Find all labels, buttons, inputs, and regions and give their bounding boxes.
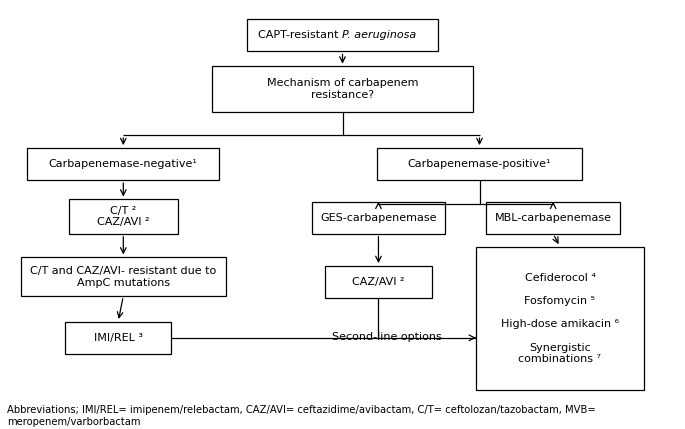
Text: Abbreviations; IMI/REL= imipenem/relebactam, CAZ/AVI= ceftazidime/avibactam, C/T: Abbreviations; IMI/REL= imipenem/relebac… — [7, 405, 595, 427]
Text: Second-line options: Second-line options — [332, 332, 442, 342]
Text: CAZ/AVI ²: CAZ/AVI ² — [352, 277, 405, 287]
Text: C/T and CAZ/AVI- resistant due to
AmpC mutations: C/T and CAZ/AVI- resistant due to AmpC m… — [30, 266, 216, 287]
Text: GES-carbapenemase: GES-carbapenemase — [320, 213, 437, 223]
Text: CAPT-resistant: CAPT-resistant — [258, 30, 342, 40]
FancyBboxPatch shape — [325, 266, 432, 298]
FancyBboxPatch shape — [247, 19, 438, 51]
Text: Carbapenemase-positive¹: Carbapenemase-positive¹ — [408, 159, 551, 169]
FancyBboxPatch shape — [312, 202, 445, 234]
Text: MBL-carbapenemase: MBL-carbapenemase — [495, 213, 612, 223]
Text: Mechanism of carbapenem
resistance?: Mechanism of carbapenem resistance? — [266, 78, 419, 100]
Text: C/T ²
CAZ/AVI ²: C/T ² CAZ/AVI ² — [97, 206, 149, 227]
FancyBboxPatch shape — [212, 66, 473, 112]
Text: P. aeruginosa: P. aeruginosa — [342, 30, 416, 40]
FancyBboxPatch shape — [476, 247, 644, 390]
FancyBboxPatch shape — [377, 148, 582, 180]
Text: Cefiderocol ⁴

Fosfomycin ⁵

High-dose amikacin ⁶

Synergistic
combinations ⁷: Cefiderocol ⁴ Fosfomycin ⁵ High-dose ami… — [501, 273, 619, 364]
FancyBboxPatch shape — [486, 202, 620, 234]
FancyBboxPatch shape — [68, 199, 178, 234]
FancyBboxPatch shape — [21, 257, 226, 296]
Text: IMI/REL ³: IMI/REL ³ — [94, 333, 142, 343]
FancyBboxPatch shape — [65, 322, 171, 354]
FancyBboxPatch shape — [27, 148, 219, 180]
Text: Carbapenemase-negative¹: Carbapenemase-negative¹ — [49, 159, 198, 169]
